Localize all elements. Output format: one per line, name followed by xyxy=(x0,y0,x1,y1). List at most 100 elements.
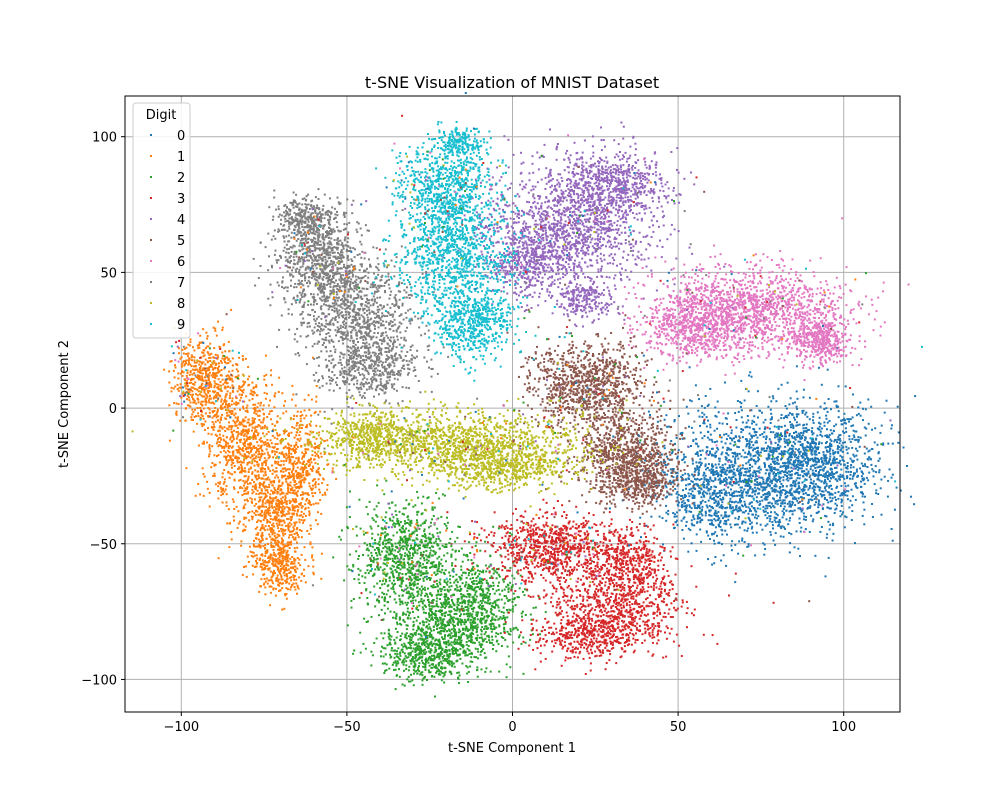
point xyxy=(242,450,244,452)
point xyxy=(294,569,296,571)
point xyxy=(293,558,295,560)
point xyxy=(285,453,287,455)
point xyxy=(269,527,271,529)
point xyxy=(785,467,787,469)
point xyxy=(770,409,772,411)
point xyxy=(683,500,685,502)
point xyxy=(746,485,748,487)
point xyxy=(759,434,761,436)
point xyxy=(817,446,819,448)
point xyxy=(773,485,775,487)
point xyxy=(739,506,741,508)
point xyxy=(844,482,846,484)
point xyxy=(705,395,707,397)
point xyxy=(264,548,266,550)
point xyxy=(850,471,852,473)
point xyxy=(877,444,879,446)
point xyxy=(756,496,758,498)
point xyxy=(714,441,716,443)
point xyxy=(884,412,886,414)
point xyxy=(741,540,743,542)
point xyxy=(240,545,242,547)
point xyxy=(285,497,287,499)
point xyxy=(289,588,291,590)
point xyxy=(295,451,297,453)
point xyxy=(706,450,708,452)
point xyxy=(227,390,229,392)
point xyxy=(812,433,814,435)
point xyxy=(712,454,714,456)
point xyxy=(748,543,750,545)
point xyxy=(858,413,860,415)
point xyxy=(772,395,774,397)
point xyxy=(202,467,204,469)
point xyxy=(764,419,766,421)
point xyxy=(214,385,216,387)
point xyxy=(785,405,787,407)
point xyxy=(821,384,823,386)
point xyxy=(737,553,739,555)
point xyxy=(276,514,278,516)
point xyxy=(220,381,222,383)
point xyxy=(683,454,685,456)
point xyxy=(207,488,209,490)
point xyxy=(845,431,847,433)
point xyxy=(684,461,686,463)
point xyxy=(168,382,170,384)
point xyxy=(797,474,799,476)
point xyxy=(704,479,706,481)
point xyxy=(266,495,268,497)
point xyxy=(257,449,259,451)
point xyxy=(734,517,736,519)
point xyxy=(798,491,800,493)
point xyxy=(816,454,818,456)
point xyxy=(760,524,762,526)
point xyxy=(296,542,298,544)
point xyxy=(787,477,789,479)
point xyxy=(745,506,747,508)
point xyxy=(896,487,898,489)
point xyxy=(270,439,272,441)
point xyxy=(178,403,180,405)
point xyxy=(257,432,259,434)
point xyxy=(197,347,199,349)
point xyxy=(802,475,804,477)
point xyxy=(882,444,884,446)
point xyxy=(841,445,843,447)
point xyxy=(324,494,326,496)
point xyxy=(802,412,804,414)
point xyxy=(248,476,250,478)
point xyxy=(224,417,226,419)
point xyxy=(701,488,703,490)
point xyxy=(709,538,711,540)
point xyxy=(765,442,767,444)
point xyxy=(282,547,284,549)
point xyxy=(852,424,854,426)
point xyxy=(292,507,294,509)
point xyxy=(732,456,734,458)
point xyxy=(785,492,787,494)
point xyxy=(289,534,291,536)
point xyxy=(205,372,207,374)
point xyxy=(745,426,747,428)
point xyxy=(782,503,784,505)
point xyxy=(221,352,223,354)
point xyxy=(800,461,802,463)
point xyxy=(214,362,216,364)
point xyxy=(829,420,831,422)
point xyxy=(692,524,694,526)
point xyxy=(301,519,303,521)
point xyxy=(232,391,234,393)
point xyxy=(268,486,270,488)
point xyxy=(769,520,771,522)
point xyxy=(218,362,220,364)
point xyxy=(316,438,318,440)
point xyxy=(730,483,732,485)
point xyxy=(802,424,804,426)
point xyxy=(887,496,889,498)
point xyxy=(311,554,313,556)
point xyxy=(744,529,746,531)
point xyxy=(799,518,801,520)
point xyxy=(727,467,729,469)
point xyxy=(280,565,282,567)
